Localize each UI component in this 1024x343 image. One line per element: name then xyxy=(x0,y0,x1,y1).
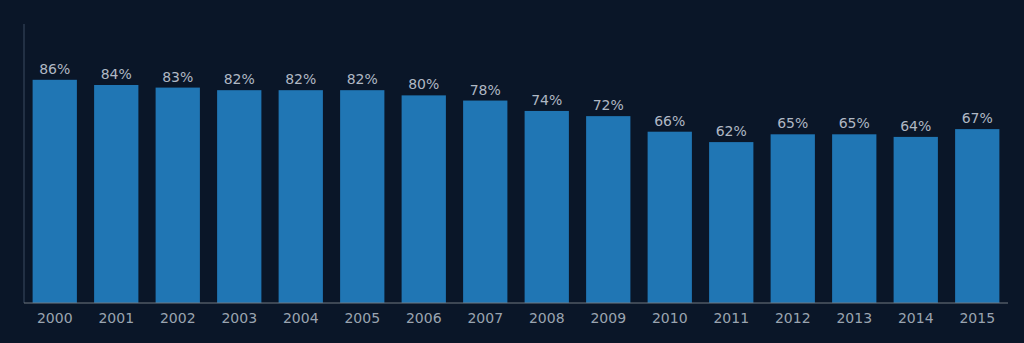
data-label: 80% xyxy=(408,76,439,92)
bar xyxy=(955,129,999,303)
bar xyxy=(217,90,261,303)
data-label: 83% xyxy=(162,69,193,85)
data-label: 82% xyxy=(224,71,255,87)
data-label: 78% xyxy=(470,82,501,98)
bar xyxy=(156,88,200,303)
x-tick-label: 2005 xyxy=(344,310,380,326)
data-label: 66% xyxy=(654,113,685,129)
data-label: 82% xyxy=(285,71,316,87)
data-label: 74% xyxy=(531,92,562,108)
bars xyxy=(33,80,1000,303)
y-axis-line xyxy=(24,24,25,303)
bar xyxy=(94,85,138,303)
bar xyxy=(832,134,876,303)
bar xyxy=(771,134,815,303)
bar xyxy=(894,137,938,303)
x-tick-label: 2011 xyxy=(713,310,749,326)
x-tick-label: 2000 xyxy=(37,310,73,326)
data-label: 84% xyxy=(101,66,132,82)
x-tick-label: 2004 xyxy=(283,310,319,326)
bar xyxy=(709,142,753,303)
data-label: 62% xyxy=(716,123,747,139)
x-tick-label: 2012 xyxy=(775,310,811,326)
bar xyxy=(525,111,569,303)
x-tick-label: 2003 xyxy=(221,310,257,326)
x-tick-label: 2006 xyxy=(406,310,442,326)
x-tick-label: 2013 xyxy=(836,310,872,326)
bar xyxy=(33,80,77,303)
background xyxy=(0,0,1024,343)
x-axis-line xyxy=(24,303,1008,304)
data-label: 67% xyxy=(962,110,993,126)
chart: 2000 2001 2002 2003 2004 2005 2006 2007 2008 2009… xyxy=(0,0,1024,343)
chart-container: 2000 2001 2002 2003 2004 2005 2006 2007 2008 2009… xyxy=(0,0,1024,343)
bar xyxy=(463,101,507,303)
x-tick-label: 2008 xyxy=(529,310,565,326)
bar xyxy=(586,116,630,303)
x-tick-label: 2015 xyxy=(959,310,995,326)
x-tick-label: 2007 xyxy=(467,310,503,326)
x-tick-label: 2014 xyxy=(898,310,934,326)
x-tick-label: 2002 xyxy=(160,310,196,326)
data-label: 65% xyxy=(839,115,870,131)
x-tick-label: 2009 xyxy=(590,310,626,326)
data-label: 65% xyxy=(777,115,808,131)
bar xyxy=(279,90,323,303)
bar xyxy=(402,95,446,303)
x-tick-label: 2001 xyxy=(98,310,134,326)
bar xyxy=(648,132,692,303)
data-label: 86% xyxy=(39,61,70,77)
data-label: 64% xyxy=(900,118,931,134)
x-tick-label: 2010 xyxy=(652,310,688,326)
data-label: 72% xyxy=(593,97,624,113)
bar xyxy=(340,90,384,303)
data-label: 82% xyxy=(347,71,378,87)
